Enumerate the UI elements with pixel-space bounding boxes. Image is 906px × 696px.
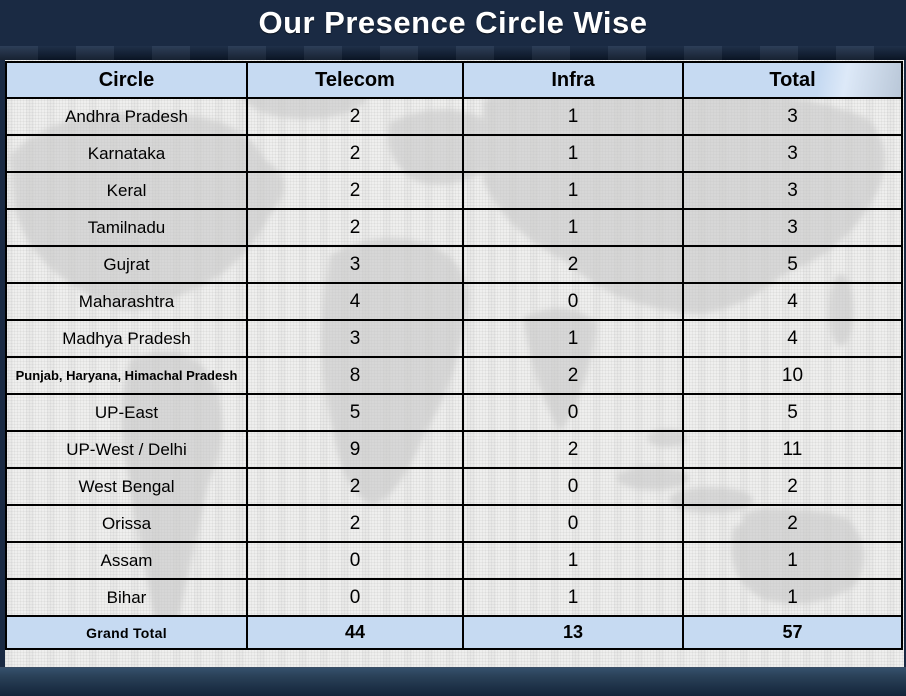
circle-cell: Gujrat <box>5 245 248 284</box>
table-row: UP-East 5 0 5 <box>5 393 903 432</box>
grand-total-total: 57 <box>682 615 903 650</box>
telecom-cell: 9 <box>246 430 464 469</box>
total-cell: 3 <box>682 97 903 136</box>
telecom-cell: 5 <box>246 393 464 432</box>
grand-total-label: Grand Total <box>5 615 248 650</box>
infra-cell: 2 <box>462 245 684 284</box>
grand-total-infra: 13 <box>462 615 684 650</box>
circle-cell: Madhya Pradesh <box>5 319 248 358</box>
telecom-cell: 3 <box>246 245 464 284</box>
telecom-cell: 8 <box>246 356 464 395</box>
table-row: Punjab, Haryana, Himachal Pradesh 8 2 10 <box>5 356 903 395</box>
telecom-cell: 0 <box>246 578 464 617</box>
circle-cell: UP-West / Delhi <box>5 430 248 469</box>
total-cell: 3 <box>682 171 903 210</box>
telecom-cell: 2 <box>246 208 464 247</box>
infra-cell: 1 <box>462 171 684 210</box>
table-row: Gujrat 3 2 5 <box>5 245 903 284</box>
telecom-cell: 2 <box>246 134 464 173</box>
bottom-band <box>0 667 906 696</box>
table-row: West Bengal 2 0 2 <box>5 467 903 506</box>
circle-cell: Keral <box>5 171 248 210</box>
infra-cell: 0 <box>462 393 684 432</box>
infra-cell: 0 <box>462 467 684 506</box>
infra-cell: 1 <box>462 541 684 580</box>
telecom-cell: 0 <box>246 541 464 580</box>
infra-cell: 1 <box>462 578 684 617</box>
circle-cell: Orissa <box>5 504 248 543</box>
grand-total-row: Grand Total 44 13 57 <box>5 615 903 650</box>
total-cell: 5 <box>682 245 903 284</box>
total-cell: 4 <box>682 319 903 358</box>
total-cell: 3 <box>682 208 903 247</box>
infra-cell: 1 <box>462 97 684 136</box>
telecom-cell: 4 <box>246 282 464 321</box>
total-cell: 2 <box>682 467 903 506</box>
circle-cell: Karnataka <box>5 134 248 173</box>
circle-cell: Maharashtra <box>5 282 248 321</box>
circle-cell: Bihar <box>5 578 248 617</box>
column-header-total: Total <box>682 61 903 99</box>
telecom-cell: 2 <box>246 97 464 136</box>
total-cell: 11 <box>682 430 903 469</box>
table-row: Madhya Pradesh 3 1 4 <box>5 319 903 358</box>
total-cell: 3 <box>682 134 903 173</box>
infra-cell: 1 <box>462 134 684 173</box>
presence-table: Circle Telecom Infra Total Andhra Prades… <box>5 61 903 650</box>
infra-cell: 0 <box>462 504 684 543</box>
table-row: Assam 0 1 1 <box>5 541 903 580</box>
circle-cell: Punjab, Haryana, Himachal Pradesh <box>5 356 248 395</box>
grand-total-telecom: 44 <box>246 615 464 650</box>
table-body: Andhra Pradesh 2 1 3 Karnataka 2 1 3 Keral 2 1 3 Tam… <box>5 97 903 617</box>
telecom-cell: 3 <box>246 319 464 358</box>
column-header-telecom: Telecom <box>246 61 464 99</box>
circle-cell: UP-East <box>5 393 248 432</box>
column-header-circle: Circle <box>5 61 248 99</box>
total-cell: 2 <box>682 504 903 543</box>
table-row: Karnataka 2 1 3 <box>5 134 903 173</box>
title-shadow-strip <box>0 46 906 60</box>
table-row: Orissa 2 0 2 <box>5 504 903 543</box>
table-row: Tamilnadu 2 1 3 <box>5 208 903 247</box>
circle-cell: West Bengal <box>5 467 248 506</box>
infra-cell: 0 <box>462 282 684 321</box>
slide-title: Our Presence Circle Wise <box>258 5 648 40</box>
table-header: Circle Telecom Infra Total <box>5 61 903 99</box>
table-row: Maharashtra 4 0 4 <box>5 282 903 321</box>
table-row: Bihar 0 1 1 <box>5 578 903 617</box>
total-cell: 1 <box>682 578 903 617</box>
infra-cell: 2 <box>462 430 684 469</box>
table-row: Keral 2 1 3 <box>5 171 903 210</box>
infra-cell: 2 <box>462 356 684 395</box>
total-cell: 5 <box>682 393 903 432</box>
telecom-cell: 2 <box>246 171 464 210</box>
telecom-cell: 2 <box>246 504 464 543</box>
total-cell: 10 <box>682 356 903 395</box>
circle-cell: Andhra Pradesh <box>5 97 248 136</box>
table-row: Andhra Pradesh 2 1 3 <box>5 97 903 136</box>
telecom-cell: 2 <box>246 467 464 506</box>
circle-cell: Assam <box>5 541 248 580</box>
infra-cell: 1 <box>462 319 684 358</box>
total-cell: 1 <box>682 541 903 580</box>
total-cell: 4 <box>682 282 903 321</box>
title-band: Our Presence Circle Wise <box>0 0 906 46</box>
column-header-infra: Infra <box>462 61 684 99</box>
infra-cell: 1 <box>462 208 684 247</box>
table-row: UP-West / Delhi 9 2 11 <box>5 430 903 469</box>
circle-cell: Tamilnadu <box>5 208 248 247</box>
